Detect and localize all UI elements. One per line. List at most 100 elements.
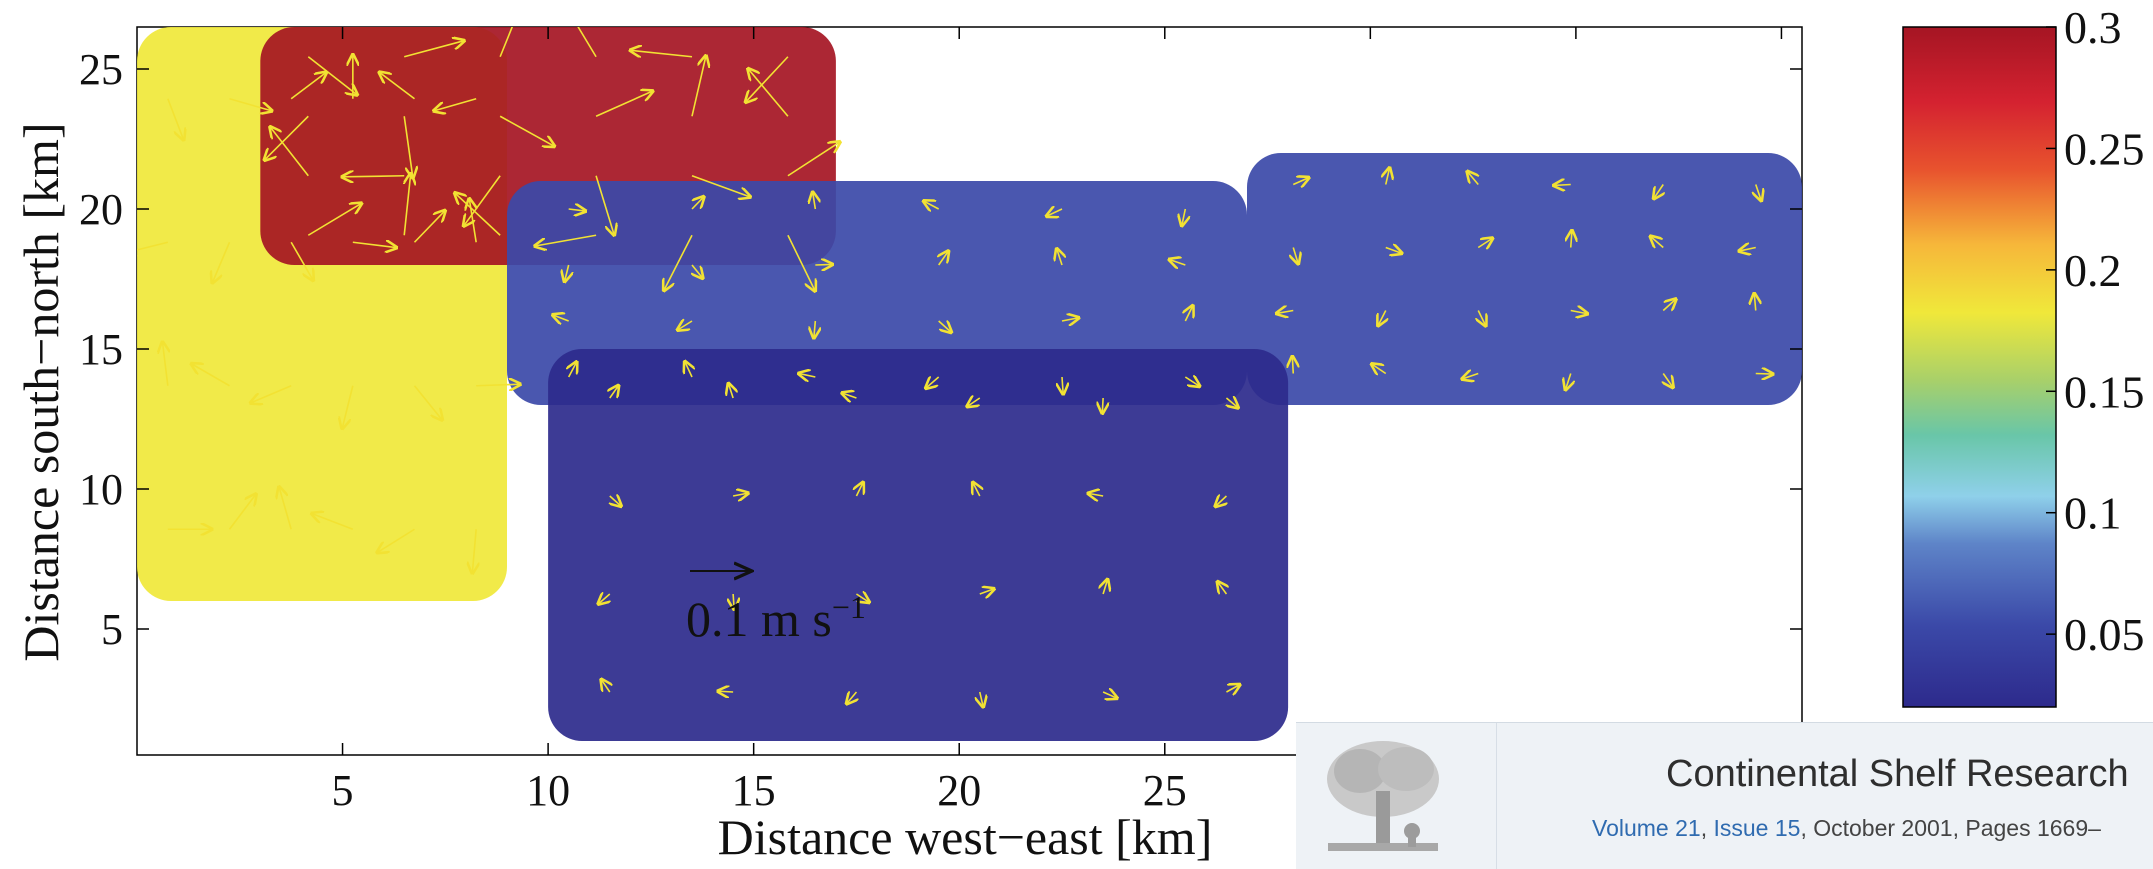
velocity-arrow [1057, 249, 1062, 266]
volume-link[interactable]: Volume 21 [1592, 815, 1701, 841]
velocity-arrow [601, 679, 609, 693]
x-tick-label: 15 [732, 766, 776, 815]
velocity-arrow [1061, 318, 1079, 321]
velocity-arrow [856, 594, 869, 602]
velocity-arrow [610, 496, 621, 506]
velocity-arrow [377, 528, 415, 552]
velocity-arrow [270, 127, 309, 177]
velocity-arrow [1570, 311, 1588, 314]
velocity-arrow [630, 50, 693, 56]
velocity-arrow [565, 264, 569, 281]
velocity-arrow [1226, 685, 1239, 692]
velocity-arrow [979, 589, 994, 594]
velocity-arrow [342, 385, 354, 429]
velocity-arrow [228, 494, 256, 530]
velocity-arrow [1293, 247, 1298, 264]
velocity-arrow [746, 56, 789, 102]
velocity-arrow [1554, 185, 1571, 186]
velocity-arrow [1102, 692, 1117, 698]
velocity-arrow [1478, 310, 1485, 326]
velocity-arrow [404, 41, 464, 58]
velocity-arrow [732, 493, 748, 496]
velocity-arrow [1477, 238, 1492, 247]
journal-title[interactable]: Continental Shelf Research [1666, 753, 2129, 795]
velocity-arrow [1215, 496, 1226, 506]
velocity-arrow [728, 384, 733, 399]
velocity-arrow [787, 234, 815, 291]
y-tick-label: 25 [79, 45, 123, 94]
velocity-arrows [137, 27, 1773, 707]
velocity-arrow [799, 373, 816, 377]
velocity-arrow [685, 362, 692, 378]
x-tick-label: 10 [526, 766, 570, 815]
velocity-arrow [814, 320, 815, 338]
velocity-arrow [939, 251, 949, 266]
y-axis-title: Distance south−north [km] [13, 122, 69, 661]
velocity-arrow [499, 115, 554, 146]
velocity-arrow [610, 386, 619, 399]
citation-details: , October 2001, Pages 1669– [1800, 815, 2101, 841]
velocity-arrow [569, 362, 577, 378]
colorbar-gradient [1902, 26, 2057, 708]
velocity-arrow [598, 594, 609, 604]
colorbar-tick-label: 0.3 [2064, 2, 2122, 53]
velocity-arrow [1103, 579, 1107, 595]
y-tick-label: 20 [79, 185, 123, 234]
colorbar-tick-label: 0.05 [2064, 609, 2145, 660]
elsevier-tree-icon [1327, 741, 1439, 851]
colorbar-tick-label: 0.15 [2064, 366, 2145, 417]
velocity-arrow [290, 241, 313, 280]
velocity-arrow [1292, 178, 1309, 185]
velocity-arrow [748, 69, 789, 117]
velocity-arrow [1372, 364, 1387, 374]
velocity-arrow [1378, 310, 1386, 326]
x-axis-title: Distance west−east [km] [718, 809, 1213, 865]
velocity-arrow [842, 393, 857, 398]
velocity-arrow [595, 91, 653, 117]
velocity-arrow [1226, 398, 1238, 408]
colorbar-tick-label: 0.25 [2064, 123, 2145, 174]
velocity-arrow [733, 593, 734, 609]
velocity-arrow [404, 174, 410, 236]
velocity-arrow [279, 487, 292, 530]
velocity-arrow [691, 174, 750, 197]
velocity-arrow [413, 211, 446, 243]
velocity-arrow [476, 384, 520, 386]
velocity-arrow [924, 201, 940, 209]
velocity-arrow [1047, 209, 1063, 216]
velocity-arrow [813, 192, 816, 210]
x-tick-label: 25 [1143, 766, 1187, 815]
velocity-arrow [191, 364, 230, 387]
velocity-arrow [342, 176, 405, 177]
velocity-arrow [290, 72, 326, 100]
velocity-arrow [692, 264, 703, 278]
velocity-arrow [535, 234, 597, 246]
y-tick-label: 10 [79, 465, 123, 514]
velocity-arrow [1654, 184, 1664, 199]
velocity-arrow [856, 482, 863, 497]
colorbar-tick-label: 0.1 [2064, 488, 2122, 539]
velocity-arrow [787, 142, 840, 177]
y-axis: 5 10 15 20 25 [79, 45, 1802, 654]
velocity-arrow [1386, 168, 1390, 185]
velocity-arrow [352, 242, 397, 247]
velocity-arrow [499, 27, 514, 58]
velocity-arrow [553, 315, 569, 321]
colorbar: 0.05 0.1 0.15 0.2 0.25 0.3 [1902, 2, 2145, 708]
velocity-arrow [568, 209, 586, 211]
banner-divider [1496, 723, 1497, 869]
velocity-arrow [691, 56, 706, 117]
velocity-arrow [1277, 311, 1294, 314]
issue-link[interactable]: Issue 15 [1713, 815, 1801, 841]
velocity-arrow [1467, 171, 1478, 186]
velocity-arrow [691, 197, 704, 210]
velocity-arrow [1739, 248, 1756, 252]
region-4 [548, 349, 1289, 741]
colorbar-tick-label: 0.2 [2064, 245, 2122, 296]
velocity-arrow [1088, 493, 1104, 496]
velocity-arrow [1062, 376, 1063, 394]
velocity-arrow [926, 377, 940, 388]
velocity-arrow [1756, 184, 1762, 201]
reference-vector-label: 0.1 m s−1 [686, 589, 866, 647]
